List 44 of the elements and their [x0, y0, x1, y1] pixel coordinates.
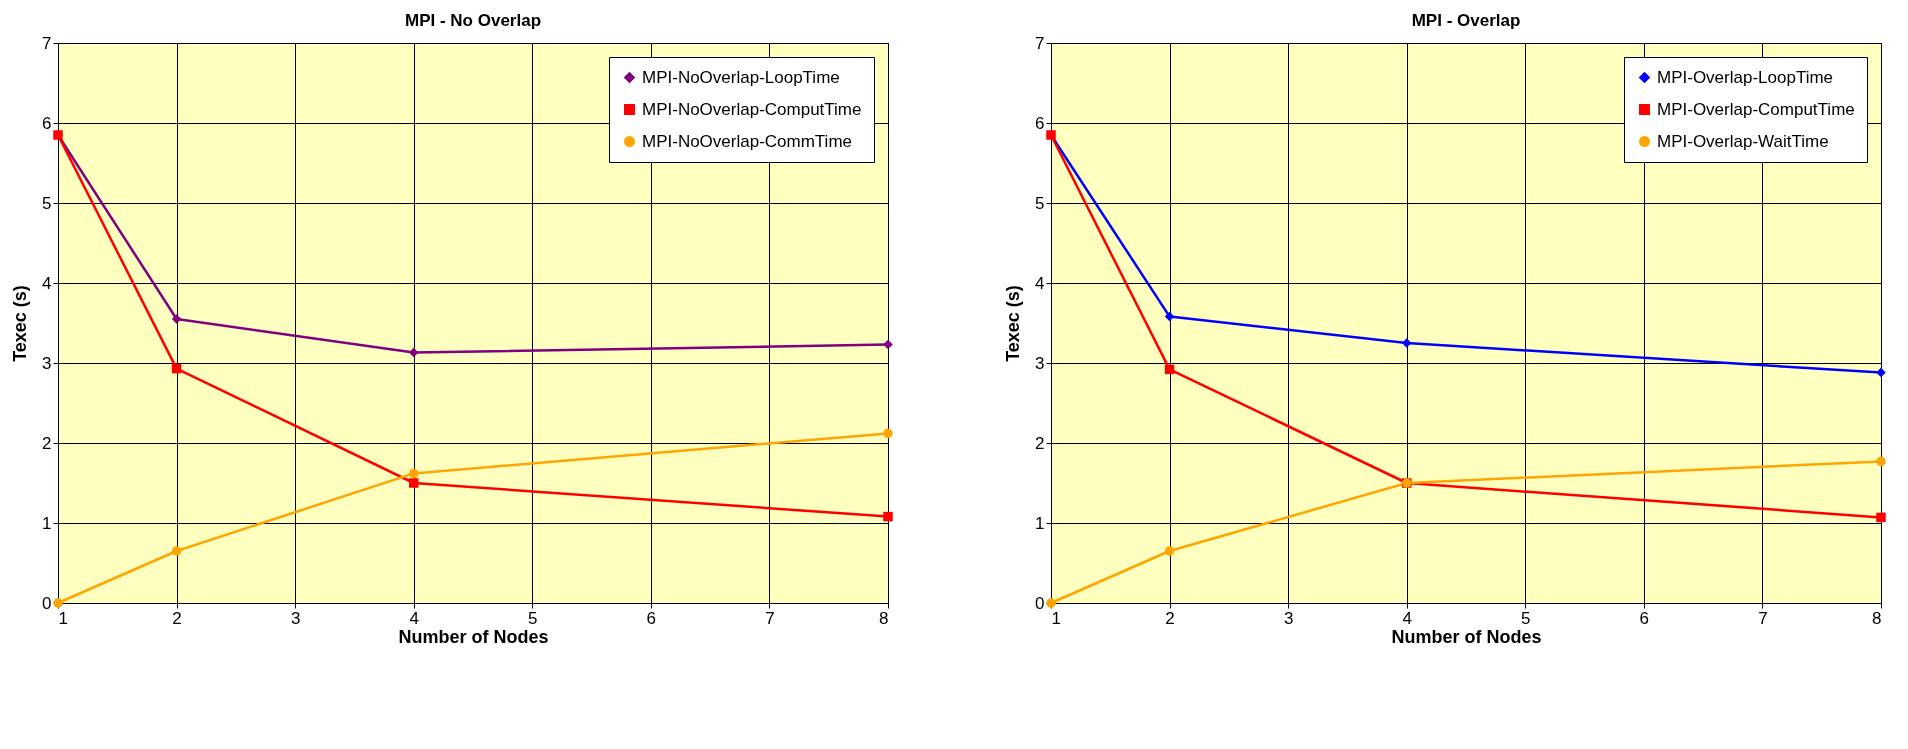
x-tick-label: 1 — [1051, 608, 1061, 628]
legend-label: MPI-NoOverlap-LoopTime — [642, 67, 840, 87]
x-tick-label: 7 — [1758, 608, 1768, 628]
x-tick-label: 8 — [879, 608, 889, 628]
x-tick-label: 3 — [290, 608, 301, 628]
y-tick-label: 5 — [42, 193, 52, 213]
y-tick-label: 3 — [42, 353, 52, 373]
x-tick-label: 4 — [409, 608, 419, 628]
legend-label: MPI-NoOverlap-CommTime — [642, 131, 853, 151]
y-tick-label: 7 — [1035, 33, 1045, 53]
y-tick-label: 6 — [42, 113, 52, 133]
y-tick-label: 6 — [1035, 113, 1045, 133]
y-axis-title: Texec (s) — [10, 285, 31, 362]
x-tick-label: 5 — [1521, 608, 1531, 628]
y-tick-label: 3 — [1035, 353, 1045, 373]
y-tick-label: 0 — [42, 593, 52, 613]
y-tick-label: 1 — [42, 513, 52, 533]
y-tick-label: 4 — [42, 273, 52, 293]
x-tick-label: 8 — [1872, 608, 1882, 628]
x-tick-label: 2 — [1165, 608, 1175, 628]
x-axis-title: Number of Nodes — [398, 626, 549, 647]
legend-label: MPI-Overlap-WaitTime — [1657, 131, 1829, 151]
x-tick-label: 1 — [58, 608, 68, 628]
chart-title: MPI - No Overlap — [404, 11, 542, 30]
x-tick-label: 6 — [1639, 608, 1650, 628]
legend-label: MPI-Overlap-ComputTime — [1657, 99, 1855, 119]
y-tick-label: 5 — [1035, 193, 1045, 213]
x-tick-label: 2 — [172, 608, 182, 628]
y-tick-label: 1 — [1035, 513, 1045, 533]
x-tick-label: 6 — [646, 608, 657, 628]
legend-label: MPI-NoOverlap-ComputTime — [642, 99, 862, 119]
y-tick-label: 2 — [1035, 433, 1045, 453]
x-tick-label: 5 — [528, 608, 538, 628]
x-tick-label: 4 — [1402, 608, 1412, 628]
y-tick-label: 4 — [1035, 273, 1045, 293]
y-axis-title: Texec (s) — [1003, 285, 1024, 362]
x-tick-label: 3 — [1283, 608, 1294, 628]
x-axis-title: Number of Nodes — [1391, 626, 1542, 647]
legend-label: MPI-Overlap-LoopTime — [1657, 67, 1834, 87]
x-tick-label: 7 — [765, 608, 775, 628]
y-tick-label: 7 — [42, 33, 52, 53]
y-tick-label: 2 — [42, 433, 52, 453]
y-tick-label: 0 — [1035, 593, 1045, 613]
chart-title: MPI - Overlap — [1411, 11, 1521, 30]
